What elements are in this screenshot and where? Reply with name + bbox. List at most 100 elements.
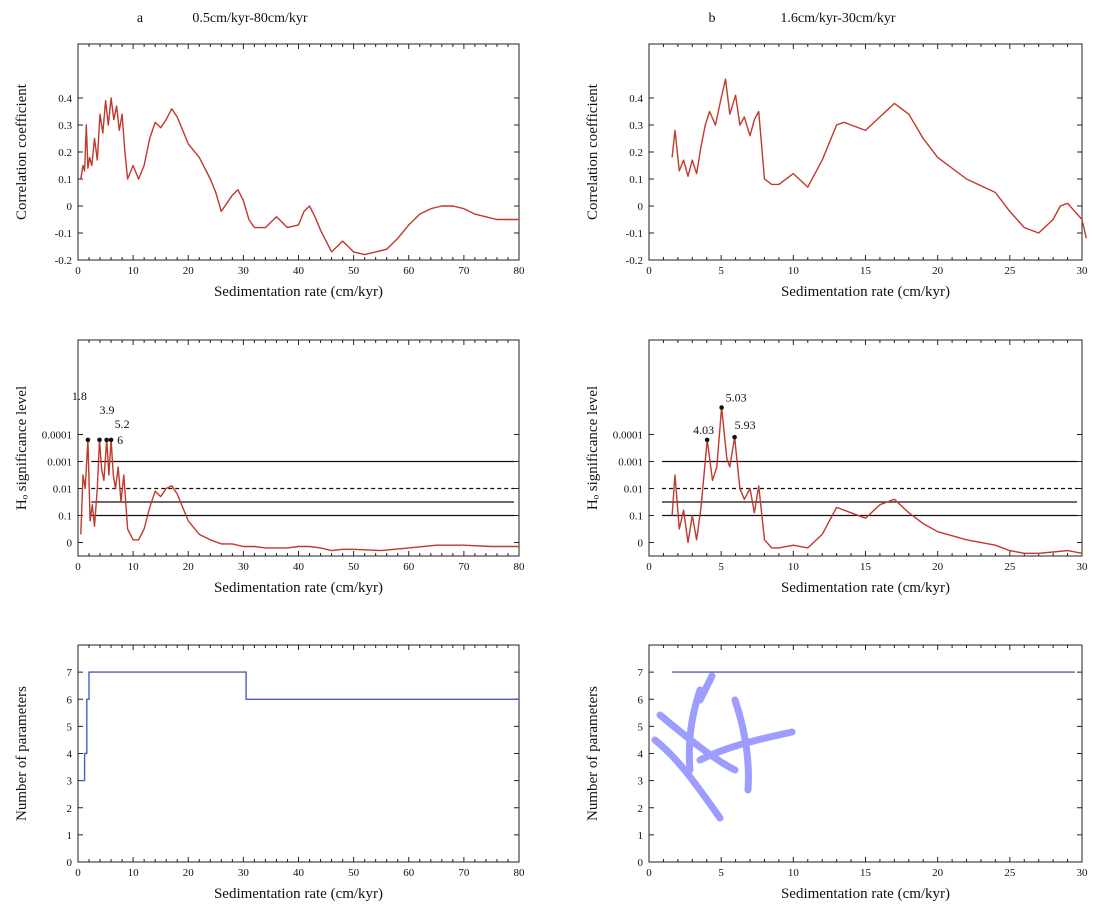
x-tick-label: 0	[75, 561, 81, 573]
x-tick-label: 0	[646, 867, 652, 879]
plot-frame	[77, 43, 520, 261]
y-tick-label: 0.4	[629, 93, 643, 105]
x-tick-label: 50	[348, 561, 360, 573]
annotation-point	[104, 437, 109, 443]
x-axis-label: Sedimentation rate (cm/kyr)	[214, 284, 383, 300]
y-tick-label: 0.0001	[42, 430, 72, 442]
y-axis-label: Hₒ significance level	[585, 386, 601, 510]
series-line	[80, 97, 519, 256]
chart-a-params: 0 10 20 30 40 50 60 70 80 0 1 2 3 4 5 6 7 Sedimentation r…	[14, 644, 525, 902]
x-tick-label: 60	[403, 867, 415, 879]
x-axis-label: Sedimentation rate (cm/kyr)	[781, 580, 950, 596]
x-tick-label: 0	[75, 867, 81, 879]
y-tick-label: 6	[67, 694, 73, 706]
y-tick-label: 0	[638, 538, 644, 550]
y-tick-label: 3	[67, 776, 73, 788]
x-tick-label: 80	[514, 561, 526, 573]
annotation-point	[85, 437, 91, 443]
y-tick-label: 0.001	[47, 457, 72, 469]
series-line	[671, 78, 1087, 239]
x-tick-label: 20	[183, 867, 195, 879]
y-tick-label: 0.4	[58, 93, 72, 105]
y-tick-label: 0.1	[58, 511, 72, 523]
panel-a-title: 0.5cm/kyr-80cm/kyr	[192, 11, 308, 26]
x-tick-label: 15	[860, 867, 872, 879]
y-tick-label: 0.2	[58, 147, 72, 159]
y-tick-label: 7	[67, 667, 73, 679]
y-tick-label: -0.1	[626, 228, 643, 240]
y-tick-label: 2	[638, 803, 644, 815]
y-tick-label: 0.3	[629, 120, 643, 132]
x-tick-label: 30	[238, 867, 250, 879]
x-tick-label: 25	[1004, 265, 1016, 277]
x-tick-label: 20	[183, 561, 195, 573]
annotation-label: 6	[117, 433, 123, 447]
annotation-label: 5.03	[726, 391, 747, 405]
x-tick-label: 10	[788, 561, 800, 573]
x-tick-label: 70	[458, 265, 470, 277]
x-tick-label: 60	[403, 561, 415, 573]
chart-a-sig: 0 10 20 30 40 50 60 70 80 0 0.1 0.01 0.001 0.0001 Sedi…	[14, 339, 526, 596]
y-tick-label: 0.01	[53, 484, 72, 496]
y-tick-label: 0.001	[618, 457, 643, 469]
x-tick-label: 5	[718, 561, 724, 573]
panel-b-letter: b	[709, 11, 716, 26]
y-axis-label: Number of parameters	[14, 686, 30, 821]
plot-frame	[648, 43, 1083, 261]
x-tick-label: 70	[458, 561, 470, 573]
x-axis-label: Sedimentation rate (cm/kyr)	[214, 580, 383, 596]
y-axis-label: Correlation coefficient	[585, 83, 601, 220]
x-axis-label: Sedimentation rate (cm/kyr)	[781, 284, 950, 300]
annotation-label: 1.8	[72, 389, 87, 403]
x-tick-label: 70	[458, 867, 470, 879]
x-tick-label: 5	[718, 867, 724, 879]
y-tick-label: 0.1	[629, 174, 643, 186]
x-tick-label: 40	[293, 867, 305, 879]
x-tick-label: 10	[788, 867, 800, 879]
y-axis-label: Correlation coefficient	[14, 83, 30, 220]
y-tick-label: 1	[638, 830, 644, 842]
y-tick-label: 0.1	[58, 174, 72, 186]
x-tick-label: 60	[403, 265, 415, 277]
chart-a-corr: 0 10 20 30 40 50 60 70 80 -0.2 -0.1 0 0.1 0.2 0.3 0.4 Se…	[14, 43, 526, 300]
y-tick-label: 0	[67, 857, 73, 869]
y-tick-label: 0	[67, 201, 73, 213]
x-tick-label: 30	[1077, 867, 1089, 879]
x-tick-label: 15	[860, 561, 872, 573]
y-tick-label: 3	[638, 776, 644, 788]
annotation-label: 3.9	[99, 403, 114, 417]
annotation-label: 4.03	[693, 423, 714, 437]
watermark-logo	[651, 672, 796, 822]
x-tick-label: 30	[238, 265, 250, 277]
chart-b-corr: 0 5 10 15 20 25 30 -0.2 -0.1 0 0.1 0.2 0.3 0.4 Sedimen…	[585, 43, 1089, 300]
annotation-label: 5.2	[115, 417, 130, 431]
x-tick-label: 40	[293, 561, 305, 573]
chart-b-sig: 0 5 10 15 20 25 30 0 0.1 0.01 0.001 0.0001 Sedimenta…	[585, 339, 1088, 596]
plot-frame	[648, 339, 1083, 557]
annotation-label: 5.93	[735, 418, 756, 432]
panel-b-title: 1.6cm/kyr-30cm/kyr	[780, 11, 896, 26]
annotation-point	[732, 434, 737, 440]
y-tick-label: 0	[638, 857, 644, 869]
x-tick-label: 30	[1077, 265, 1089, 277]
y-tick-label: 0	[67, 538, 73, 550]
y-tick-label: 4	[638, 749, 644, 761]
x-tick-label: 80	[514, 265, 526, 277]
x-tick-label: 25	[1004, 867, 1016, 879]
x-tick-label: 10	[128, 867, 140, 879]
annotation-point	[719, 405, 724, 410]
annotation-point	[108, 437, 114, 443]
annotation-point	[704, 437, 710, 443]
x-tick-label: 30	[238, 561, 250, 573]
x-axis-label: Sedimentation rate (cm/kyr)	[214, 886, 383, 902]
x-tick-label: 20	[932, 265, 944, 277]
y-tick-label: 0.0001	[613, 430, 643, 442]
y-axis-label: Hₒ significance level	[14, 386, 30, 510]
y-tick-label: 1	[67, 830, 73, 842]
panel-a-letter: a	[137, 11, 144, 26]
y-tick-label: 0.3	[58, 120, 72, 132]
y-tick-label: 0.2	[629, 147, 643, 159]
x-tick-label: 25	[1004, 561, 1016, 573]
x-tick-label: 40	[293, 265, 305, 277]
